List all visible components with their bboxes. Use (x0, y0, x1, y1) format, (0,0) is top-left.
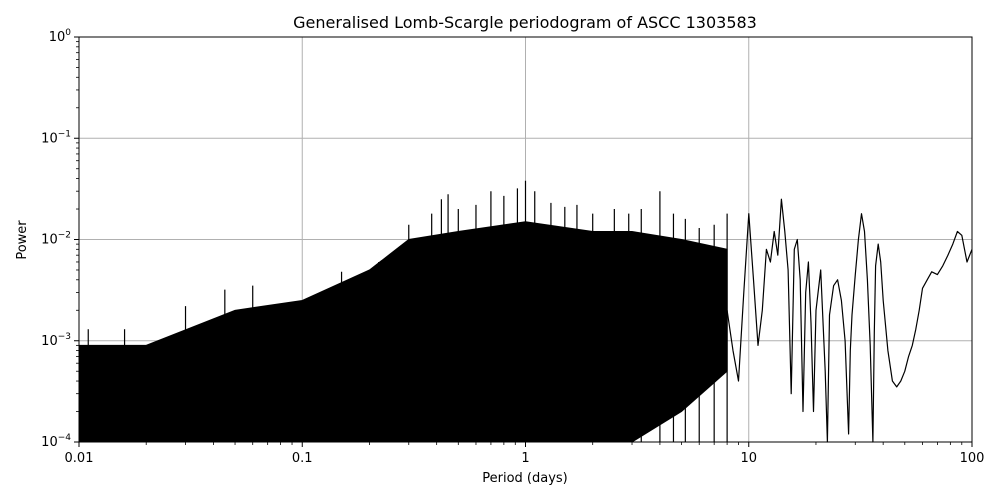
ticks: 0.01 0.1 1 10 100 10−4 10−3 10−2 10−1 100 (41, 28, 984, 466)
x-tick-label: 10 (740, 451, 757, 466)
chart-title: Generalised Lomb-Scargle periodogram of … (293, 13, 757, 32)
x-tick-label: 1 (521, 451, 529, 466)
x-tick-label: 0.1 (292, 451, 313, 466)
y-tick-label: 10−2 (41, 231, 71, 248)
x-tick-label: 100 (960, 451, 985, 466)
x-axis-label: Period (days) (482, 471, 568, 486)
y-tick-label: 10−1 (41, 129, 71, 146)
y-axis-label: Power (15, 220, 30, 260)
x-tick-label: 0.01 (65, 451, 94, 466)
y-tick-label: 10−4 (41, 433, 71, 450)
y-tick-label: 10−3 (41, 332, 71, 349)
periodogram-line (726, 198, 973, 443)
y-tick-label: 100 (49, 28, 72, 45)
